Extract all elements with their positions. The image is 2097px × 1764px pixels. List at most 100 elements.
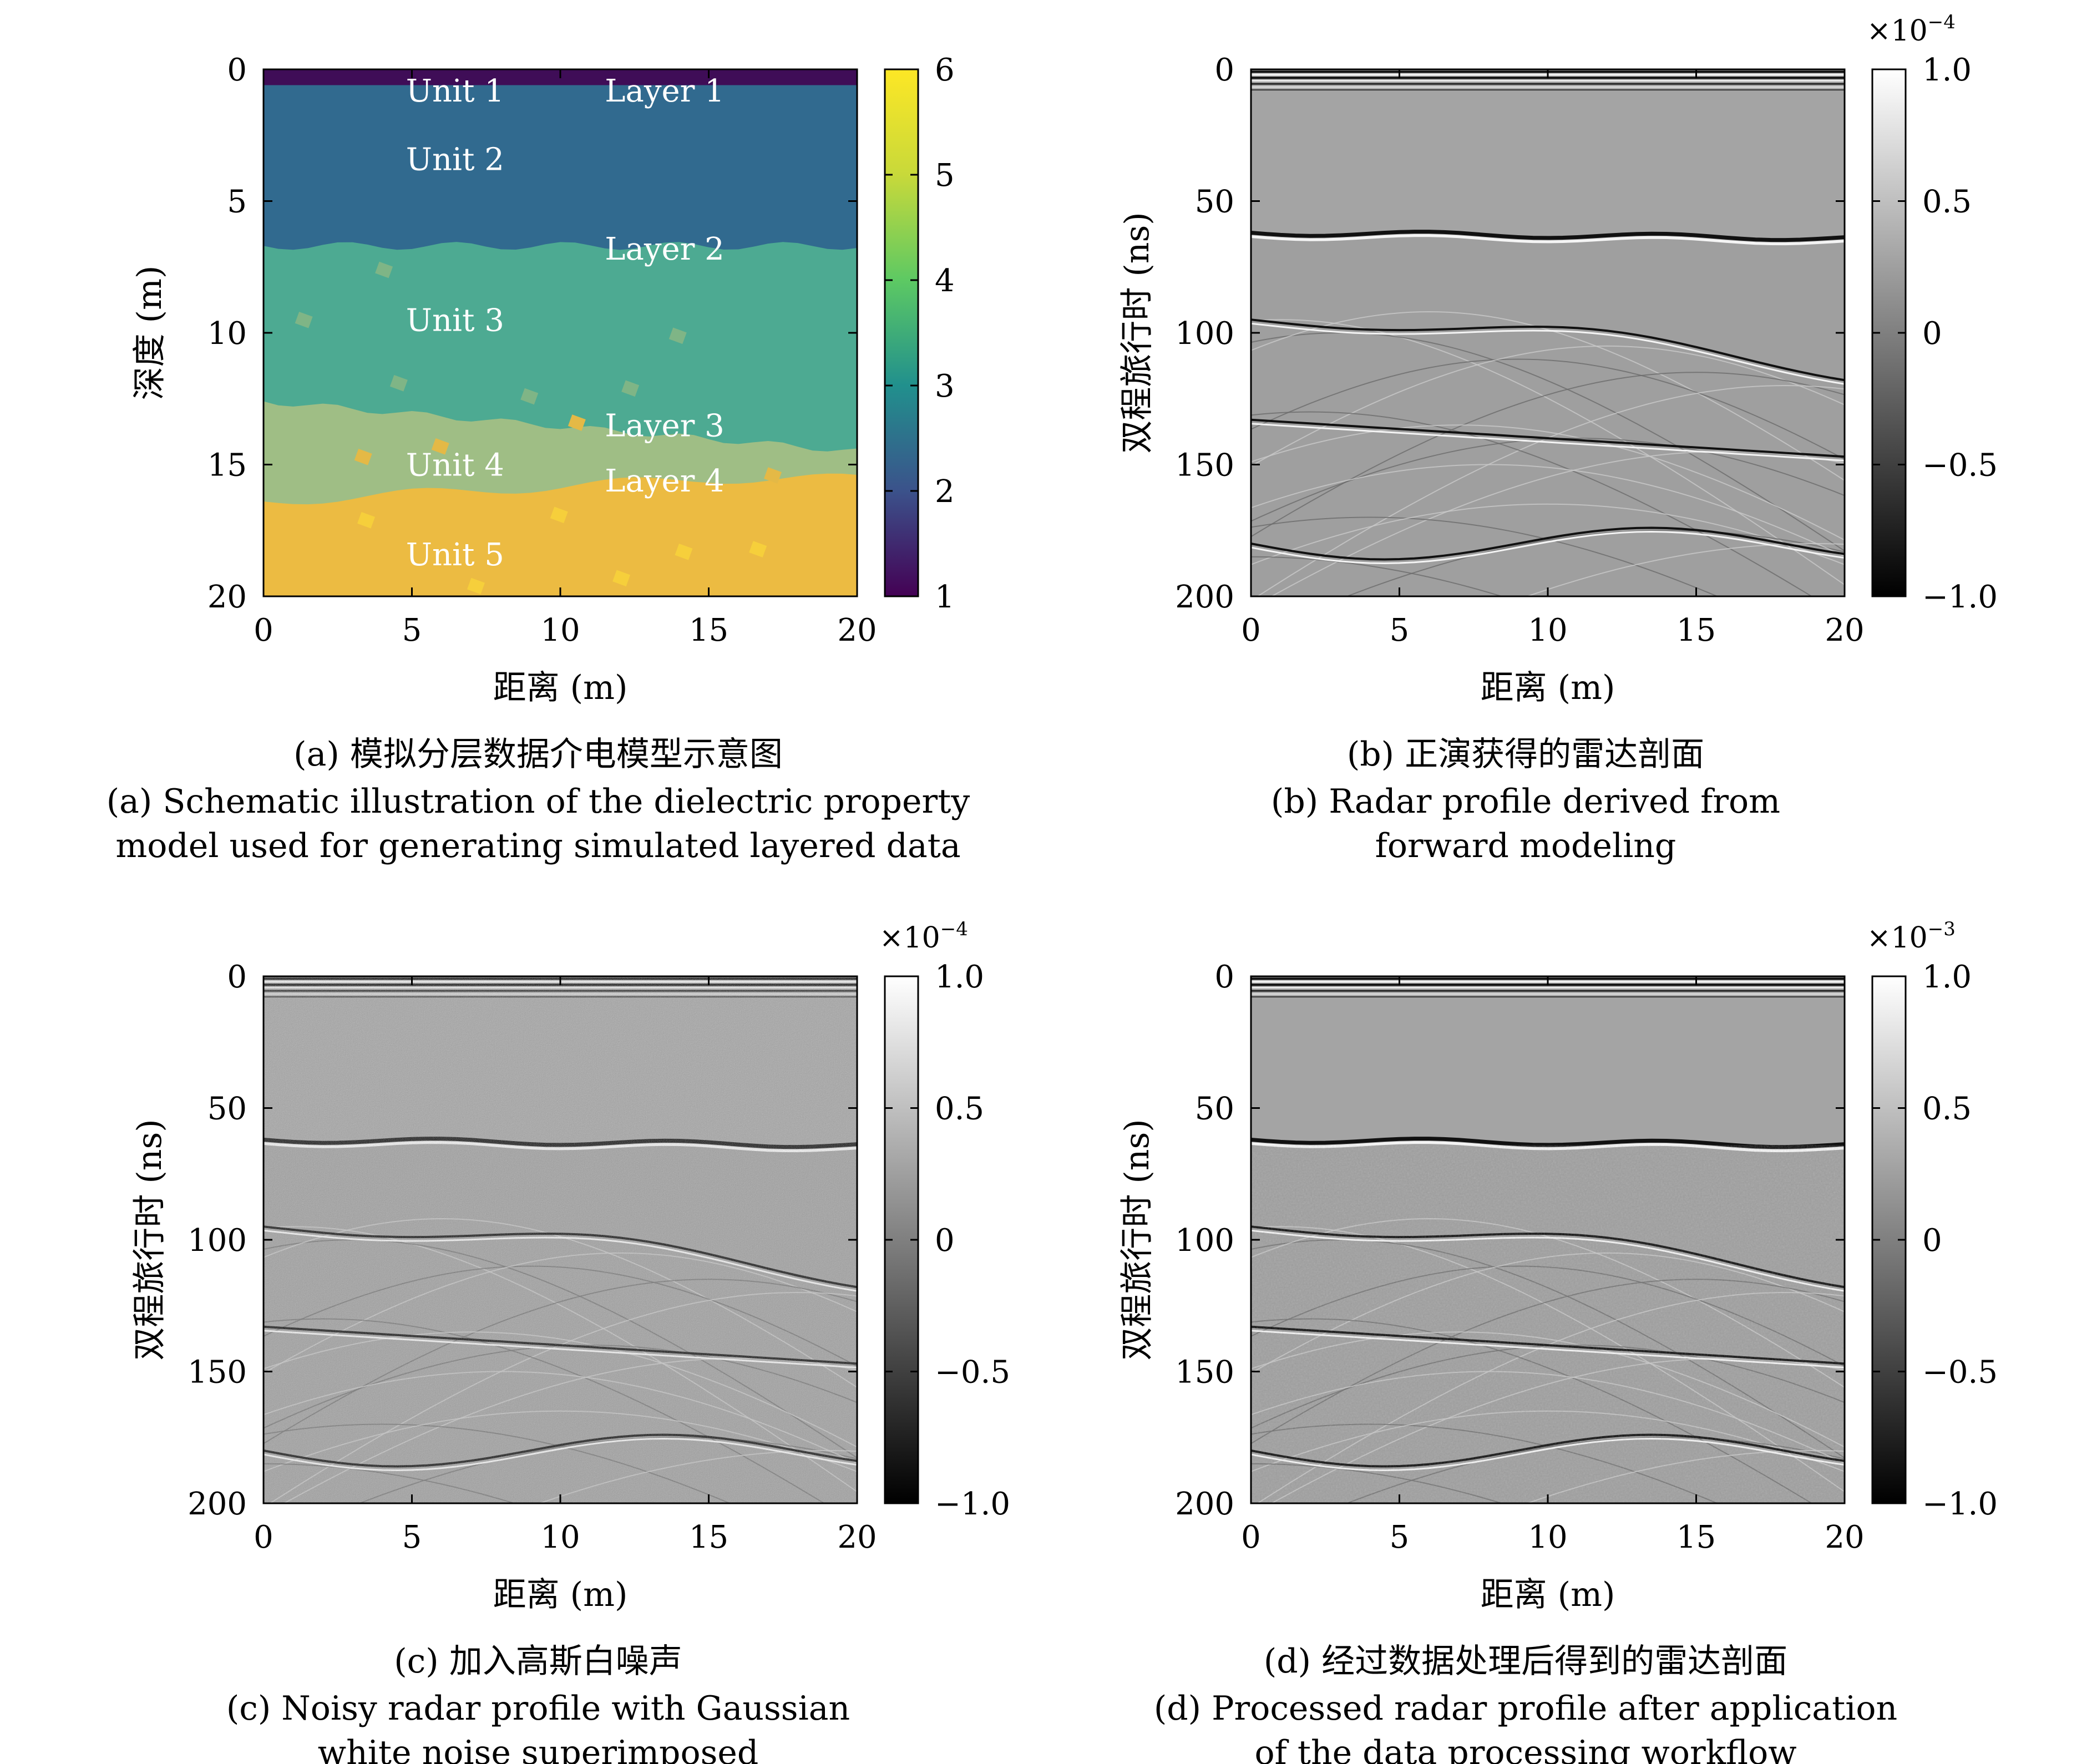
direct-wave-band	[1251, 83, 1845, 85]
layer-label: Layer 2	[605, 231, 725, 267]
reflector-bright	[1251, 423, 1845, 462]
layer-label: Layer 1	[605, 73, 725, 109]
x-tick-label: 10	[1528, 612, 1567, 648]
reflector-dark	[1251, 318, 1845, 382]
colorbar-tick-label: −1.0	[1922, 1486, 1998, 1522]
y-tick-label: 200	[188, 1486, 247, 1522]
colorbar-tick-label: −0.5	[1922, 1355, 1998, 1391]
caption-cn: (a) 模拟分层数据介电模型示意图	[293, 735, 783, 774]
y-axis-label: 双程旅行时 (ns)	[130, 1119, 169, 1360]
y-tick-label: 0	[227, 52, 247, 88]
x-tick-label: 20	[1825, 612, 1864, 648]
x-tick-label: 0	[254, 612, 273, 648]
inclusion	[763, 467, 782, 484]
diffraction-hyperbola	[1251, 503, 1845, 565]
x-tick-label: 20	[837, 612, 877, 648]
x-tick-label: 5	[402, 612, 422, 648]
reflector-bright	[1251, 530, 1845, 565]
x-tick-label: 20	[837, 1519, 877, 1555]
diffraction-hyperbola	[1251, 358, 1845, 460]
y-tick-label: 50	[207, 1091, 247, 1127]
y-axis-label: 双程旅行时 (ns)	[1118, 212, 1157, 453]
direct-wave-band	[1251, 86, 1845, 88]
inclusion	[467, 577, 485, 595]
x-axis-label: 距离 (m)	[493, 668, 628, 707]
y-tick-label: 5	[227, 184, 247, 220]
processing-texture-overlay	[1251, 1145, 1845, 1503]
reflector-dark	[1251, 230, 1845, 242]
colorbar-tick-label: 3	[935, 368, 955, 404]
y-tick-label: 0	[1214, 959, 1234, 995]
x-tick-label: 5	[1390, 1519, 1410, 1555]
direct-wave-band	[1251, 987, 1845, 989]
y-axis-label: 深度 (m)	[130, 266, 169, 401]
y-tick-label: 150	[1175, 1355, 1234, 1391]
y-tick-label: 100	[1175, 316, 1234, 352]
inclusion	[354, 449, 372, 465]
inclusion	[749, 541, 767, 557]
diffraction-hyperbola	[1251, 311, 1845, 481]
reflector-dark	[1251, 418, 1845, 458]
colorbar-tick-label: 1.0	[1922, 959, 1972, 995]
panel-a: Unit 1 Layer 1 Unit 2 Layer 2 Unit 3 Layer 3 U…	[107, 52, 970, 865]
colorbar-tick-label: 1	[935, 579, 955, 615]
y-tick-label: 0	[1214, 52, 1234, 88]
inclusion	[621, 380, 640, 397]
layer-label: Unit 1	[406, 73, 504, 109]
x-tick-label: 15	[689, 1519, 728, 1555]
y-tick-label: 100	[1175, 1223, 1234, 1259]
inclusion	[668, 327, 687, 344]
y-tick-label: 10	[207, 316, 247, 352]
colorbar-tick-label: 1.0	[935, 959, 984, 995]
x-tick-label: 15	[1676, 1519, 1716, 1555]
y-tick-label: 100	[188, 1223, 247, 1259]
layer-label: Unit 3	[406, 302, 504, 338]
colorbar-tick-label: 2	[935, 474, 955, 510]
inclusion	[520, 388, 539, 405]
caption-en-line: of the data processing workflow	[1254, 1733, 1796, 1764]
x-tick-label: 15	[1676, 612, 1716, 648]
direct-wave-band	[1251, 996, 1845, 998]
colorbar-frame	[884, 68, 919, 597]
colorbar-tick-label: 0.5	[1922, 1091, 1972, 1127]
colorbar-scale-label: ×10−3	[1867, 918, 1956, 955]
diffraction-hyperbola	[1251, 424, 1845, 541]
x-tick-label: 0	[1241, 612, 1261, 648]
x-tick-label: 5	[1390, 612, 1410, 648]
colorbar	[885, 69, 918, 596]
colorbar-scale-label: ×10−4	[1867, 11, 1956, 48]
y-tick-label: 50	[1195, 184, 1234, 220]
direct-wave-band	[1251, 80, 1845, 82]
layer-region	[264, 473, 857, 596]
inclusion	[612, 570, 631, 587]
inclusion	[375, 261, 393, 278]
layer-label: Layer 4	[605, 463, 725, 499]
colorbar-tick-label: 5	[935, 158, 955, 194]
colorbar-tick-label: 1.0	[1922, 52, 1972, 88]
colorbar-tick-label: −1.0	[1922, 579, 1998, 615]
y-tick-label: 200	[1175, 579, 1234, 615]
inclusion	[389, 375, 408, 392]
colorbar-tick-label: 0	[1922, 316, 1942, 352]
x-tick-label: 10	[1528, 1519, 1567, 1555]
direct-wave-band	[1251, 993, 1845, 995]
y-tick-label: 0	[227, 959, 247, 995]
colorbar-scale-label: ×10−4	[879, 918, 968, 955]
x-tick-label: 0	[1241, 1519, 1261, 1555]
x-tick-label: 5	[402, 1519, 422, 1555]
y-axis-label: 双程旅行时 (ns)	[1118, 1119, 1157, 1360]
colorbar-tick-label: −1.0	[935, 1486, 1010, 1522]
inclusion	[550, 506, 568, 524]
y-tick-label: 15	[207, 448, 247, 484]
caption-en-line: forward modeling	[1375, 827, 1676, 865]
colorbar-tick-label: 4	[935, 263, 955, 299]
x-tick-label: 15	[689, 612, 728, 648]
colorbar-tick-label: −0.5	[1922, 448, 1998, 484]
reflector-bright	[1251, 322, 1845, 385]
caption-cn: (d) 经过数据处理后得到的雷达剖面	[1264, 1642, 1787, 1681]
y-tick-label: 150	[188, 1355, 247, 1391]
